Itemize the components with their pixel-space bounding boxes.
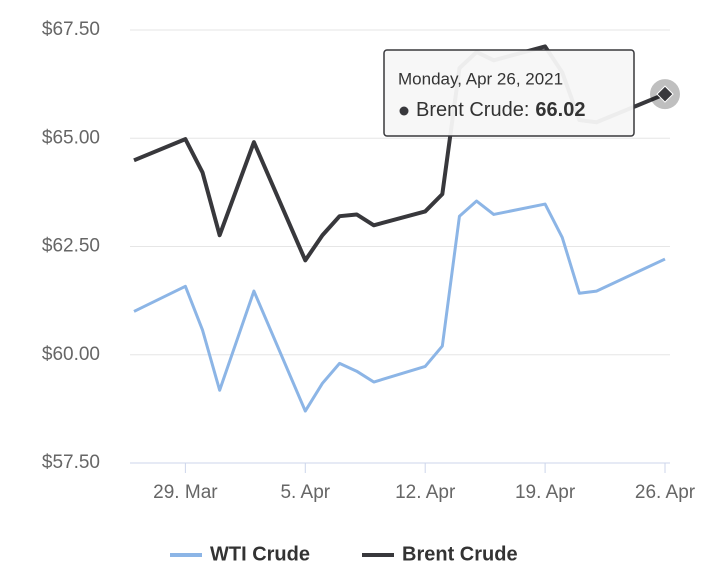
hover-marker	[656, 85, 674, 103]
tooltip: Monday, Apr 26, 2021 Brent Crude: 66.02	[383, 49, 635, 137]
legend: WTI Crude Brent Crude	[170, 543, 518, 565]
tooltip-header: Monday, Apr 26, 2021	[398, 69, 563, 88]
y-tick-label: $60.00	[42, 344, 100, 365]
x-tick-label: 26. Apr	[635, 482, 696, 503]
tooltip-value: 66.02	[535, 99, 585, 121]
tooltip-box	[383, 49, 635, 137]
x-tick-label: 5. Apr	[280, 482, 330, 503]
legend-label[interactable]: Brent Crude	[402, 543, 518, 565]
tooltip-label: Brent Crude:	[416, 99, 529, 121]
tooltip-bullet	[399, 106, 409, 116]
y-tick-label: $67.50	[42, 19, 100, 40]
y-tick-label: $57.50	[42, 452, 100, 473]
tooltip-line: Brent Crude: 66.02	[416, 99, 585, 121]
y-tick-label: $62.50	[42, 236, 100, 257]
x-tick-label: 19. Apr	[515, 482, 576, 503]
x-tick-label: 29. Mar	[153, 482, 218, 503]
x-tick-label: 12. Apr	[395, 482, 456, 503]
series-line	[133, 199, 666, 413]
y-tick-label: $65.00	[42, 127, 100, 148]
legend-label[interactable]: WTI Crude	[210, 543, 310, 565]
